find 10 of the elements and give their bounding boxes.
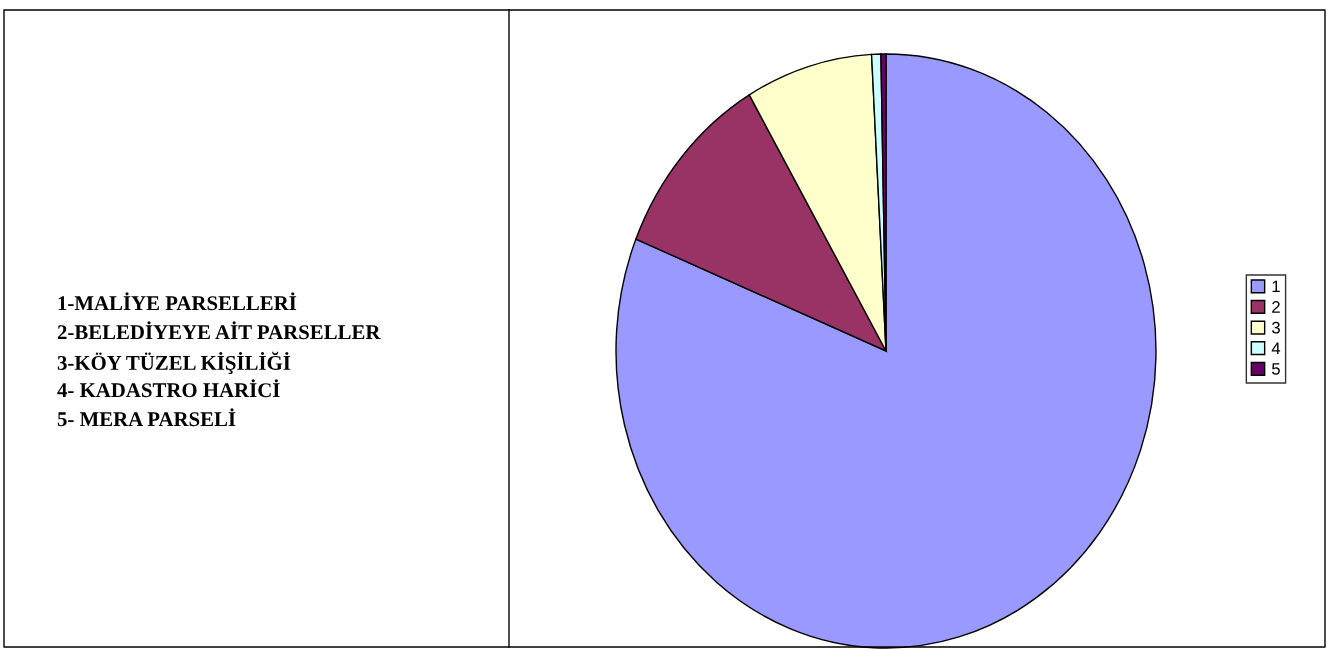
legend-label: 4 (1271, 342, 1281, 354)
text: 1-MALİYE PARSELLERİ (58, 292, 297, 311)
legend-label: 2 (1272, 301, 1280, 313)
text: 5- MERA PARSELİ (57, 408, 236, 427)
text: 2-BELEDİYEYE AİT PARSELLER (57, 321, 381, 340)
text: 4- KADASTRO HARİCİ (57, 379, 280, 398)
legend-label: 3 (1271, 321, 1280, 334)
legend-label: 5 (1272, 363, 1280, 375)
legend-label: 1 (1272, 280, 1280, 293)
text: 3-KÖY TÜZEL KİŞİLİĞİ (57, 351, 291, 375)
